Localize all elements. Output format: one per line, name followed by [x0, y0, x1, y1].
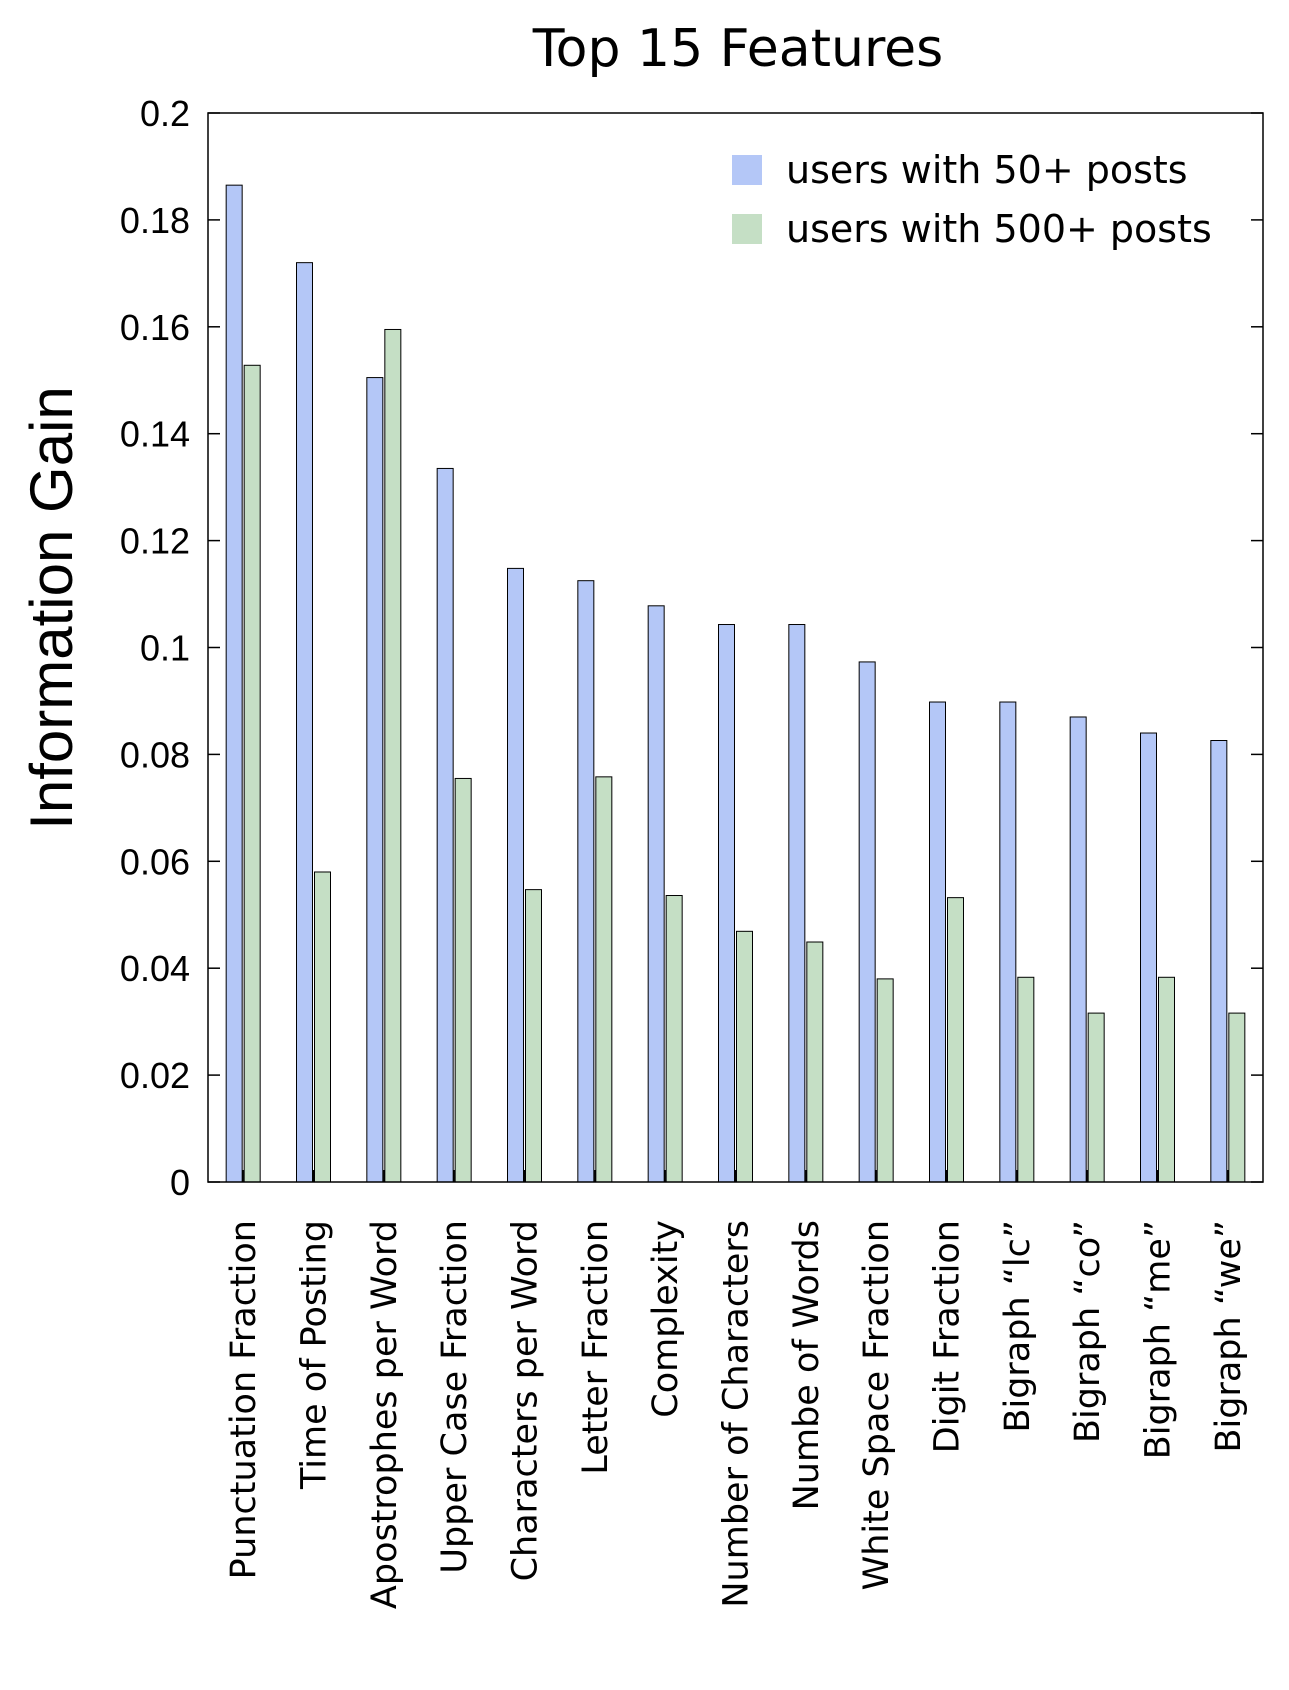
y-tick-label: 0.08: [120, 734, 190, 775]
x-tick-label: Bigraph “we”: [1209, 1220, 1249, 1453]
legend-label-500-plus: users with 500+ posts: [786, 207, 1212, 251]
bar-series-50-plus: [1210, 740, 1228, 1183]
bar-series-500-plus: [314, 871, 331, 1183]
bar-series-50-plus: [858, 661, 876, 1183]
bar-series-50-plus: [999, 701, 1017, 1183]
bar-series-500-plus: [243, 364, 261, 1183]
y-axis-ticks: 0 0.02 0.04 0.06 0.08 0.1 0.12 0.14 0.16 0.18 0.2: [120, 93, 1263, 1203]
bar-series-50-plus: [718, 624, 735, 1183]
bar-series-50-plus: [1140, 732, 1157, 1183]
bar-series-50-plus: [225, 184, 243, 1183]
y-tick-label: 0: [170, 1162, 190, 1203]
x-tick-label: Bigraph “co”: [1068, 1220, 1108, 1443]
bar-series-50-plus: [1069, 716, 1087, 1183]
bar-series-500-plus: [806, 941, 824, 1183]
bar-series-500-plus: [384, 328, 402, 1183]
legend-label-50-plus: users with 50+ posts: [786, 148, 1188, 192]
y-tick-label: 0.06: [120, 841, 190, 882]
bar-series-50-plus: [929, 701, 946, 1183]
y-tick-label: 0.1: [140, 628, 190, 669]
bar-series-500-plus: [665, 895, 683, 1183]
x-tick-label: Bigraph “me”: [1139, 1220, 1179, 1459]
bar-series-500-plus: [1087, 1012, 1105, 1183]
x-tick-label: Letter Fraction: [576, 1220, 616, 1475]
plot-frame: [207, 112, 1264, 1183]
y-tick-label: 0.14: [120, 414, 190, 455]
bars: [225, 184, 1246, 1183]
bar-series-500-plus: [876, 978, 894, 1183]
legend: users with 50+ posts users with 500+ pos…: [732, 148, 1212, 251]
bar-series-500-plus: [736, 930, 753, 1183]
bar-series-50-plus: [436, 467, 454, 1183]
bar-series-50-plus: [577, 580, 595, 1183]
bar-series-500-plus: [1158, 976, 1175, 1183]
bar-series-500-plus: [947, 897, 964, 1183]
y-tick-label: 0.18: [120, 200, 190, 241]
chart-title: Top 15 Features: [532, 19, 944, 79]
y-tick-label: 0.04: [120, 948, 190, 989]
y-axis-label: Information Gain: [18, 386, 85, 830]
x-tick-label: Numbe of Words: [787, 1220, 827, 1510]
bar-series-500-plus: [595, 776, 613, 1183]
legend-swatch-50-plus: [732, 155, 762, 185]
x-tick-label: Upper Case Fraction: [435, 1220, 475, 1574]
bar-series-50-plus: [647, 605, 665, 1183]
legend-swatch-500-plus: [732, 214, 762, 244]
x-tick-label: Characters per Word: [506, 1220, 546, 1581]
y-tick-label: 0.12: [120, 521, 190, 562]
bar-series-50-plus: [296, 262, 313, 1183]
bar-series-500-plus: [1228, 1012, 1246, 1183]
y-tick-label: 0.2: [140, 93, 190, 134]
x-tick-label: White Space Fraction: [857, 1220, 897, 1590]
x-tick-label: Number of Characters: [717, 1220, 757, 1608]
y-tick-label: 0.02: [120, 1055, 190, 1096]
x-tick-label: Time of Posting: [295, 1220, 335, 1490]
x-tick-label: Punctuation Fraction: [224, 1220, 264, 1579]
bar-series-50-plus: [788, 624, 806, 1183]
x-tick-label: Digit Fraction: [928, 1220, 968, 1453]
y-tick-label: 0.16: [120, 307, 190, 348]
x-tick-label: Bigraph “lc”: [998, 1220, 1038, 1433]
x-tick-label: Complexity: [646, 1220, 686, 1418]
bar-series-500-plus: [525, 889, 542, 1183]
x-tick-label: Apostrophes per Word: [365, 1220, 405, 1609]
bar-series-50-plus: [507, 567, 524, 1183]
x-axis-categories: Punctuation Fraction Time of Posting Apost…: [224, 1170, 1249, 1609]
bar-series-500-plus: [454, 777, 472, 1183]
bar-series-500-plus: [1017, 976, 1035, 1183]
bar-series-50-plus: [366, 377, 384, 1183]
